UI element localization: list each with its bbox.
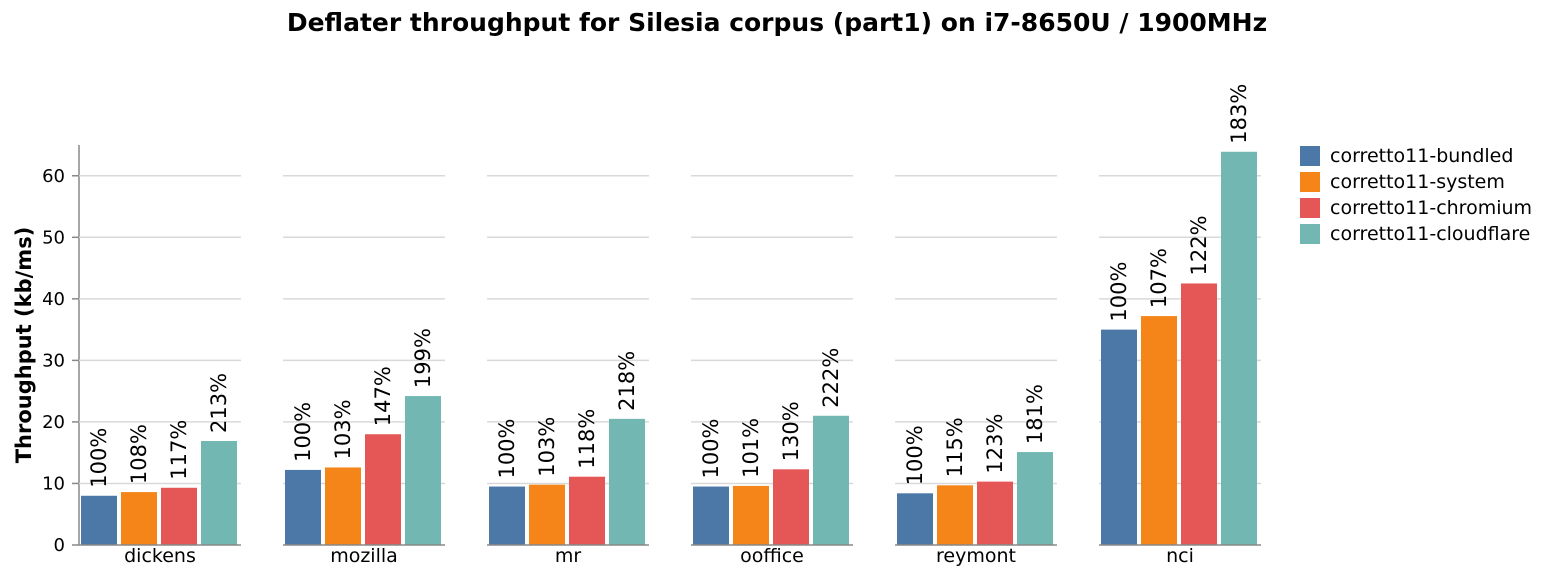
bar-dickens-corretto11-system [121, 492, 157, 545]
bar-dickens-corretto11-chromium [161, 487, 197, 545]
data-label-mr-corretto11-cloudflare: 218% [615, 351, 639, 411]
y-tick-label: 30 [42, 350, 65, 371]
facet-dickens: 100% 108% 117% 213% dickens [79, 175, 241, 567]
data-label-reymont-corretto11-cloudflare: 181% [1023, 384, 1047, 444]
data-label-mozilla-corretto11-bundled: 100% [291, 402, 315, 462]
y-tick-label: 10 [42, 473, 65, 494]
facet-nci: 100% 107% 122% 183% nci [1099, 84, 1261, 567]
data-label-dickens-corretto11-system: 108% [127, 424, 151, 484]
data-label-nci-corretto11-cloudflare: 183% [1227, 84, 1251, 144]
bar-nci-corretto11-system [1141, 316, 1177, 545]
y-tick-label: 60 [42, 166, 65, 187]
data-label-mr-corretto11-chromium: 118% [575, 409, 599, 469]
bar-dickens-corretto11-cloudflare [201, 441, 237, 545]
facet-mr: 100% 103% 118% 218% mr [487, 175, 649, 567]
data-label-dickens-corretto11-chromium: 117% [167, 420, 191, 480]
data-label-reymont-corretto11-system: 115% [943, 417, 967, 477]
bar-mozilla-corretto11-system [325, 467, 361, 545]
legend-label-corretto11-cloudflare: corretto11-cloudflare [1330, 223, 1530, 245]
data-label-nci-corretto11-chromium: 122% [1187, 215, 1211, 275]
data-label-mr-corretto11-bundled: 100% [495, 418, 519, 478]
data-label-ooffice-corretto11-cloudflare: 222% [819, 348, 843, 408]
data-label-dickens-corretto11-bundled: 100% [87, 428, 111, 488]
data-label-ooffice-corretto11-chromium: 130% [779, 401, 803, 461]
category-label: ooffice [740, 545, 804, 567]
bar-reymont-corretto11-cloudflare [1017, 452, 1053, 545]
y-tick-label: 0 [54, 535, 65, 556]
bar-mr-corretto11-bundled [489, 486, 525, 545]
bar-reymont-corretto11-system [937, 485, 973, 545]
bar-reymont-corretto11-bundled [897, 493, 933, 545]
bar-nci-corretto11-cloudflare [1221, 151, 1257, 545]
bar-ooffice-corretto11-system [733, 485, 769, 545]
legend-label-corretto11-bundled: corretto11-bundled [1330, 145, 1513, 167]
bar-mozilla-corretto11-cloudflare [405, 396, 441, 545]
legend: corretto11-bundled corretto11-system corre… [1300, 145, 1532, 245]
category-label: nci [1166, 545, 1194, 567]
category-label: mr [555, 545, 582, 567]
data-label-dickens-corretto11-cloudflare: 213% [207, 373, 231, 433]
legend-label-corretto11-system: corretto11-system [1330, 171, 1505, 193]
legend-label-corretto11-chromium: corretto11-chromium [1330, 197, 1532, 219]
data-label-mr-corretto11-system: 103% [535, 417, 559, 477]
bar-mr-corretto11-cloudflare [609, 418, 645, 545]
data-label-nci-corretto11-system: 107% [1147, 248, 1171, 308]
legend-swatch-corretto11-cloudflare [1300, 224, 1320, 244]
data-label-reymont-corretto11-bundled: 100% [903, 425, 927, 485]
category-label: dickens [124, 545, 196, 567]
legend-swatch-corretto11-bundled [1300, 146, 1320, 166]
data-label-nci-corretto11-bundled: 100% [1107, 262, 1131, 322]
facet-ooffice: 100% 101% 130% 222% ooffice [691, 175, 853, 567]
bar-ooffice-corretto11-cloudflare [813, 415, 849, 545]
y-axis-title: Throughput (kb/ms) [12, 227, 36, 464]
legend-swatch-corretto11-chromium [1300, 198, 1320, 218]
y-tick-label: 20 [42, 412, 65, 433]
bar-mr-corretto11-chromium [569, 476, 605, 545]
bar-dickens-corretto11-bundled [81, 495, 117, 545]
bar-nci-corretto11-chromium [1181, 283, 1217, 545]
chart-title: Deflater throughput for Silesia corpus (… [287, 8, 1267, 37]
category-label: mozilla [330, 545, 398, 567]
bar-ooffice-corretto11-chromium [773, 469, 809, 545]
data-label-ooffice-corretto11-bundled: 100% [699, 418, 723, 478]
bar-mr-corretto11-system [529, 484, 565, 545]
y-tick-label: 40 [42, 289, 65, 310]
bar-mozilla-corretto11-bundled [285, 469, 321, 545]
bar-nci-corretto11-bundled [1101, 329, 1137, 545]
y-tick-label: 50 [42, 227, 65, 248]
data-label-mozilla-corretto11-system: 103% [331, 399, 355, 459]
bar-mozilla-corretto11-chromium [365, 434, 401, 545]
bar-ooffice-corretto11-bundled [693, 486, 729, 545]
data-label-reymont-corretto11-chromium: 123% [983, 414, 1007, 474]
facet-mozilla: 100% 103% 147% 199% mozilla [283, 175, 445, 567]
category-label: reymont [936, 545, 1016, 567]
data-label-mozilla-corretto11-chromium: 147% [371, 366, 395, 426]
legend-swatch-corretto11-system [1300, 172, 1320, 192]
data-label-ooffice-corretto11-system: 101% [739, 418, 763, 478]
bar-reymont-corretto11-chromium [977, 481, 1013, 545]
data-label-mozilla-corretto11-cloudflare: 199% [411, 328, 435, 388]
facet-reymont: 100% 115% 123% 181% reymont [895, 175, 1057, 567]
